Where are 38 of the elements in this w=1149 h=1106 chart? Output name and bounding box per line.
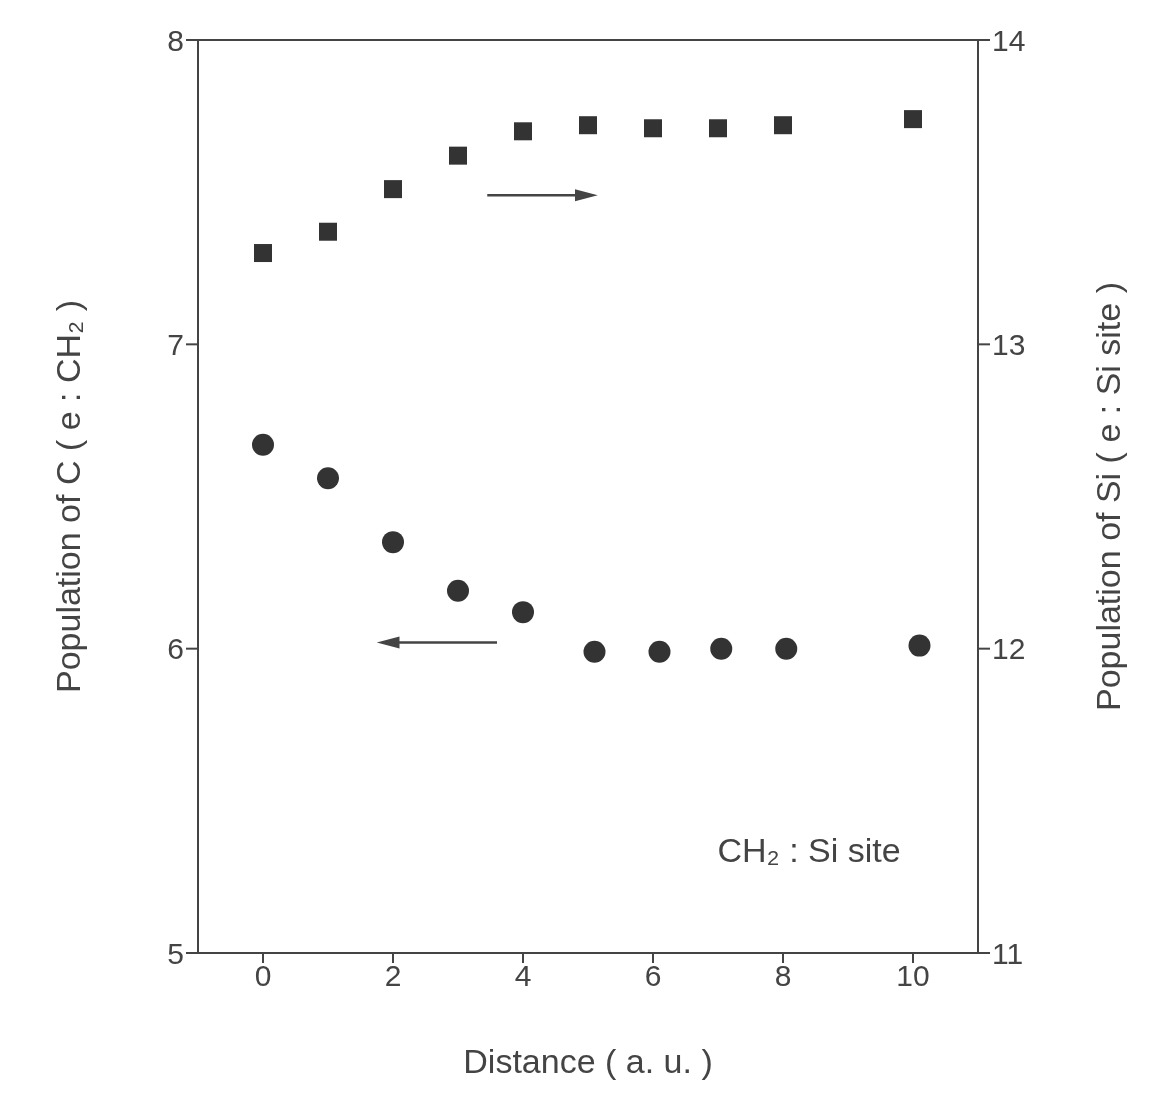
point [317,467,339,490]
x-tick-label: 6 [644,959,662,993]
y-tick-label: 5 [167,936,184,970]
y2-tick-label: 14 [992,23,1026,57]
point [710,637,733,660]
y-tick-label: 8 [167,23,184,57]
point [583,640,606,663]
annotation: CH₂ : Si site [717,830,901,869]
x-tick-label: 8 [774,959,792,993]
point [512,601,534,624]
y2-axis-title: Population of Si ( e : Si site ) [1089,282,1128,711]
point [908,634,931,657]
point [382,531,404,554]
y-tick-label: 6 [167,632,184,666]
point [904,110,922,129]
y2-tick-label: 11 [992,936,1024,970]
point [579,116,597,135]
y-axis-title: Population of C ( e : CH₂ ) [49,299,88,694]
point [449,146,467,165]
point [319,222,337,241]
point [384,180,402,199]
point [774,116,792,135]
y-tick-label: 7 [167,327,184,361]
point [775,637,798,660]
point [514,122,532,141]
x-tick-label: 2 [384,959,402,993]
y2-tick-label: 13 [992,327,1026,361]
point [648,640,671,663]
x-tick-label: 10 [896,959,930,993]
x-tick-label: 4 [514,959,532,993]
point [709,119,727,138]
point [447,579,469,602]
point [254,244,272,263]
x-tick-label: 0 [254,959,272,993]
point [644,119,662,138]
point [252,433,274,456]
x-axis-title: Distance ( a. u. ) [463,1042,713,1080]
y2-tick-label: 12 [992,632,1026,666]
